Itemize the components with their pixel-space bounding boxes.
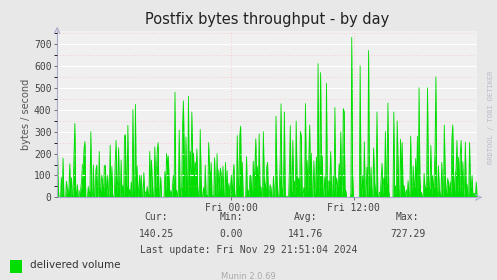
Text: Avg:: Avg: bbox=[294, 212, 318, 222]
Text: Max:: Max: bbox=[396, 212, 419, 222]
Y-axis label: bytes / second: bytes / second bbox=[21, 78, 31, 150]
Text: delivered volume: delivered volume bbox=[30, 260, 120, 270]
Text: Last update: Fri Nov 29 21:51:04 2024: Last update: Fri Nov 29 21:51:04 2024 bbox=[140, 245, 357, 255]
Text: 141.76: 141.76 bbox=[288, 228, 323, 239]
Text: 727.29: 727.29 bbox=[390, 228, 425, 239]
Text: RRDTOOL / TOBI OETIKER: RRDTOOL / TOBI OETIKER bbox=[488, 71, 494, 164]
Text: Munin 2.0.69: Munin 2.0.69 bbox=[221, 272, 276, 280]
Text: 140.25: 140.25 bbox=[139, 228, 174, 239]
Text: Min:: Min: bbox=[219, 212, 243, 222]
Title: Postfix bytes throughput - by day: Postfix bytes throughput - by day bbox=[145, 12, 389, 27]
Text: Cur:: Cur: bbox=[145, 212, 168, 222]
Text: 0.00: 0.00 bbox=[219, 228, 243, 239]
